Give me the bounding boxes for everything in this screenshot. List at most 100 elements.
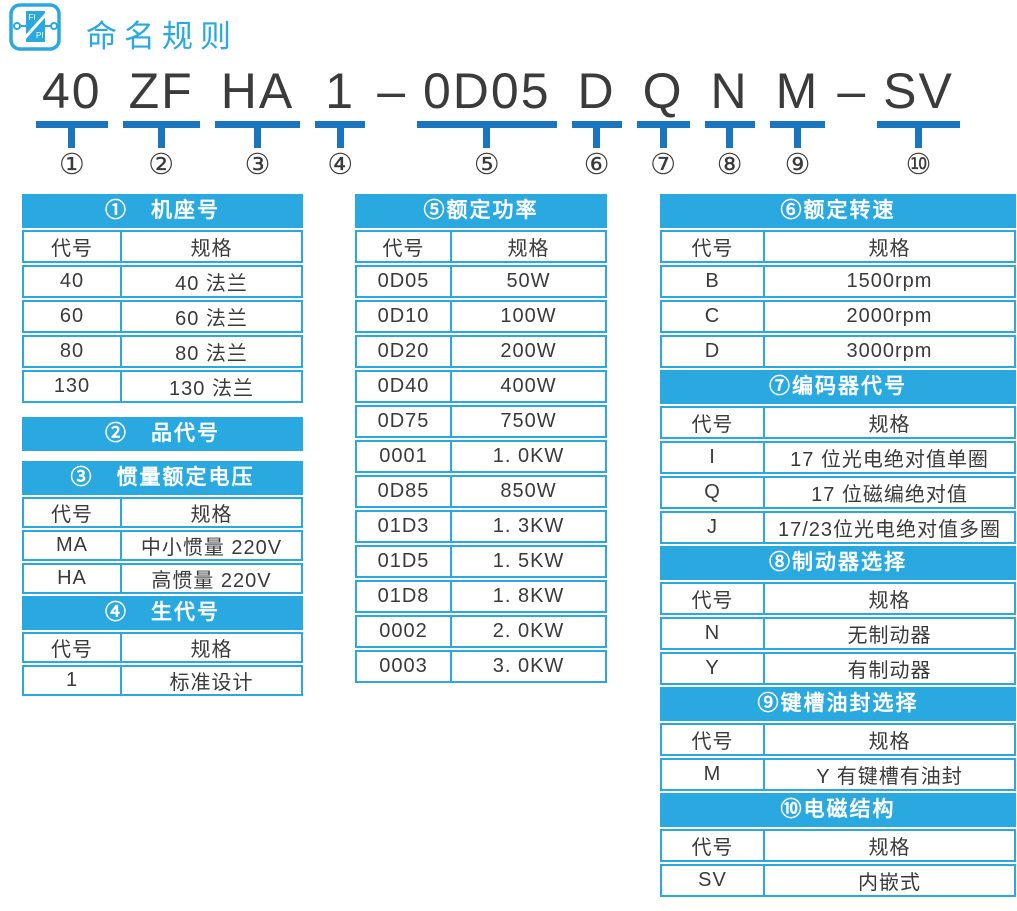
cell-code: 代号: [662, 408, 765, 437]
cell-code: 代号: [662, 831, 765, 860]
table-row: 40 40 法兰: [22, 265, 303, 298]
section-magnetic-structure: ⑩电磁结构 代号 规格 SV 内嵌式: [660, 793, 1016, 897]
table-row: B 1500rpm: [660, 265, 1016, 298]
cell-code: Q: [662, 478, 765, 507]
model-segment-HA: HA ③: [214, 66, 301, 182]
cell-spec: 规格: [868, 414, 911, 436]
segment-underline: [315, 121, 366, 128]
cell-code: 0D10: [357, 302, 452, 331]
table-row: 代号 规格: [660, 582, 1016, 615]
section-rated-power: ⑤额定功率 代号 规格 0D05 50W 0D10 100W 0D20 200W 0D40 400W…: [355, 194, 607, 683]
model-segment-text: 0D05: [423, 63, 551, 119]
segment-stem: [593, 128, 601, 148]
table-row: 代号 规格: [660, 406, 1016, 439]
cell-spec: 规格: [507, 238, 550, 260]
cell-code: 代号: [662, 584, 765, 613]
segment-stem: [483, 128, 491, 148]
segment-number: ③: [244, 149, 271, 181]
cell-spec: 80 法兰: [175, 343, 248, 365]
cell-spec: 3000rpm: [846, 340, 933, 362]
cell-code: MA: [24, 532, 122, 559]
cell-code: 0D85: [357, 477, 452, 506]
cell-spec: 中小惯量 220V: [140, 537, 283, 559]
table-row: 0003 3. 0KW: [355, 650, 607, 683]
cell-code: 01D8: [357, 582, 452, 611]
section-header-product-code: ② 品代号: [22, 417, 303, 451]
cell-spec: 400W: [500, 375, 557, 397]
segment-underline: [704, 121, 755, 128]
cell-code: 代号: [357, 232, 452, 261]
table-row: 0002 2. 0KW: [355, 615, 607, 648]
table-row: 0D85 850W: [355, 475, 607, 508]
table-row: 0D20 200W: [355, 335, 607, 368]
model-segment-ZF: ZF ②: [122, 63, 200, 182]
segment-stem: [253, 128, 261, 148]
segment-number: ①: [58, 149, 85, 181]
cell-spec: 1. 5KW: [492, 550, 565, 572]
table-row: 130 130 法兰: [22, 370, 303, 403]
cell-spec: 17/23位光电绝对值多圈: [777, 519, 1002, 541]
cell-spec: 规格: [190, 238, 233, 260]
model-segment-text: 40: [42, 63, 102, 119]
table-row: N 无制动器: [660, 617, 1016, 650]
cell-spec: 17 位光电绝对值单圈: [790, 449, 989, 471]
model-segment-text: D: [577, 63, 616, 119]
cell-spec: 40 法兰: [175, 273, 248, 295]
frame-size-column: ① 机座号 代号 规格 40 40 法兰 60 60 法兰 80 80 法兰 130 130 法兰 ②…: [22, 194, 303, 897]
segment-underline: [122, 121, 200, 128]
cell-spec: 1. 8KW: [492, 585, 565, 607]
cell-spec: Y 有键槽有油封: [816, 766, 963, 788]
cell-spec: 3. 0KW: [492, 655, 565, 677]
cell-spec: 1. 0KW: [492, 445, 565, 467]
cell-code: 代号: [24, 634, 122, 661]
table-row: 代号 规格: [355, 230, 607, 263]
cell-spec: 1. 3KW: [492, 515, 565, 537]
svg-text:FI: FI: [29, 13, 36, 22]
cell-spec: 有制动器: [847, 660, 932, 682]
model-segment-0D05: 0D05 ⑤: [417, 63, 557, 182]
cell-code: 0D20: [357, 337, 452, 366]
table-row: I 17 位光电绝对值单圈: [660, 441, 1016, 474]
table-row: 1 标准设计: [22, 665, 303, 696]
section-frame-size: ① 机座号 代号 规格 40 40 法兰 60 60 法兰 80 80 法兰 130 130 法兰: [22, 194, 303, 403]
cell-code: 0D05: [357, 267, 452, 296]
cell-code: J: [662, 513, 765, 542]
cell-code: SV: [662, 866, 765, 895]
model-dash: –: [377, 63, 405, 119]
table-row: D 3000rpm: [660, 335, 1016, 368]
table-row: 代号 规格: [22, 632, 303, 663]
table-row: C 2000rpm: [660, 300, 1016, 333]
cell-code: 80: [24, 337, 122, 366]
cell-code: 代号: [24, 499, 122, 526]
section-rated-speed: ⑥额定转速 代号 规格 B 1500rpm C 2000rpm D 3000rpm: [660, 194, 1016, 368]
rated-power-column: ⑤额定功率 代号 规格 0D05 50W 0D10 100W 0D20 200W 0D40 400W…: [355, 194, 607, 897]
table-row: MA 中小惯量 220V: [22, 530, 303, 561]
table-row: 0D10 100W: [355, 300, 607, 333]
cell-spec: 60 法兰: [175, 308, 248, 330]
cell-code: 0002: [357, 617, 452, 646]
table-row: 代号 规格: [22, 497, 303, 528]
segment-number: ⑧: [716, 149, 743, 181]
segment-number: ⑥: [583, 149, 610, 181]
table-row: 代号 规格: [660, 829, 1016, 862]
cell-code: D: [662, 337, 765, 366]
table-row: 01D8 1. 8KW: [355, 580, 607, 613]
model-segment-text: ZF: [128, 63, 194, 119]
section-header-frame-size: ① 机座号: [22, 194, 303, 228]
svg-text:PI: PI: [36, 31, 44, 40]
cell-spec: 规格: [868, 590, 911, 612]
section-header-keyway-oil-seal-option: ⑨键槽油封选择: [660, 687, 1016, 721]
segment-stem: [68, 128, 76, 148]
section-brake-option: ⑧制动器选择 代号 规格 N 无制动器 Y 有制动器: [660, 546, 1016, 685]
segment-number: ⑩: [905, 149, 932, 181]
section-inertia-rated-voltage: ③ 惯量额定电压 代号 规格 MA 中小惯量 220V HA 高惯量 220V: [22, 461, 303, 594]
cell-spec: 标准设计: [169, 672, 254, 694]
cell-code: 1: [24, 667, 122, 694]
table-row: 代号 规格: [660, 723, 1016, 756]
table-row: Q 17 位磁编绝对值: [660, 476, 1016, 509]
segment-stem: [659, 128, 667, 148]
